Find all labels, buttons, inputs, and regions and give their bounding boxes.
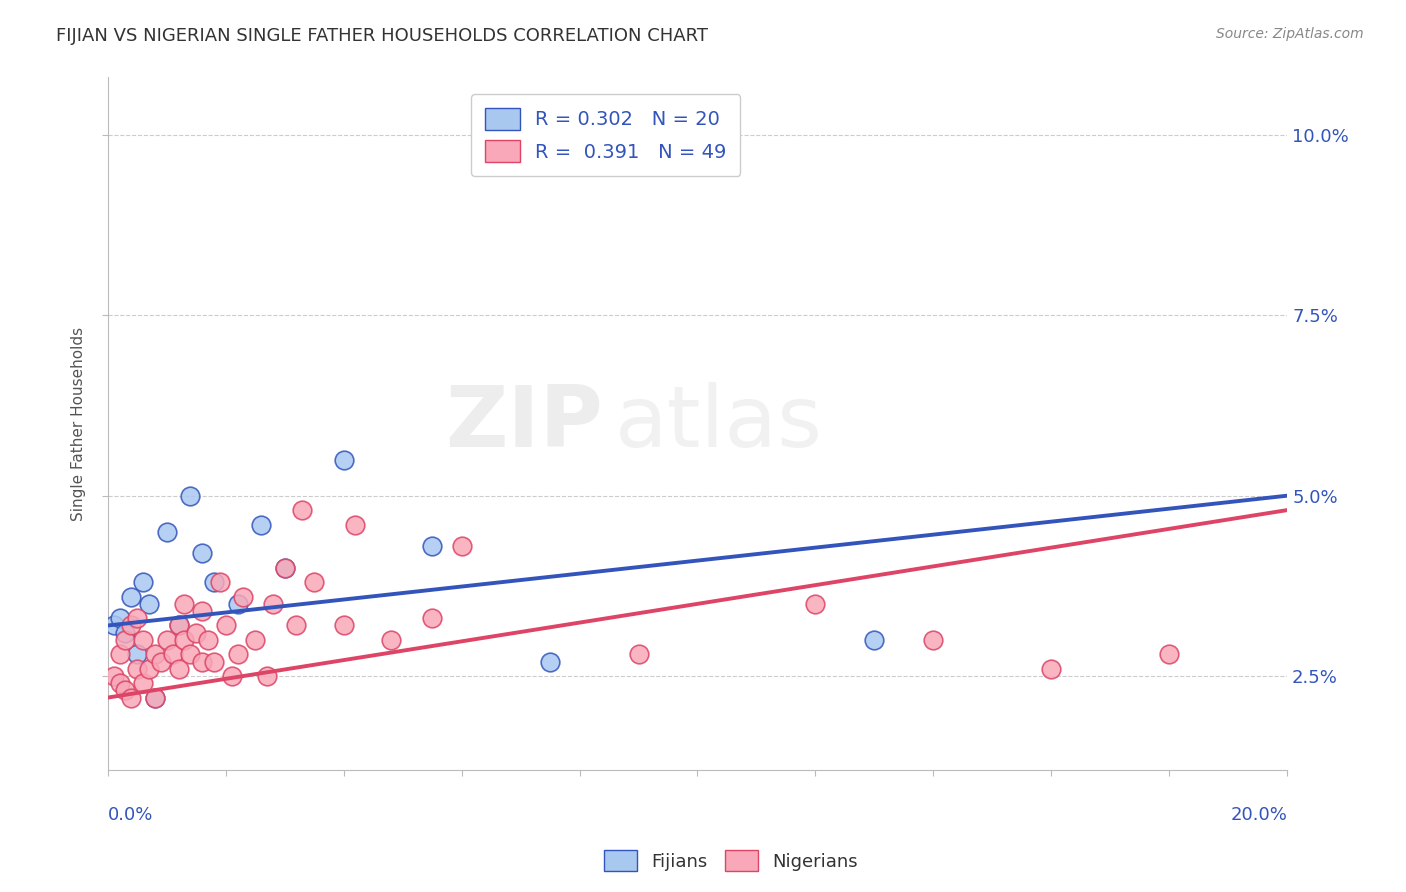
Point <box>1159 648 1181 662</box>
Point <box>226 648 249 662</box>
Point <box>191 655 214 669</box>
Point <box>120 618 142 632</box>
Point <box>138 597 160 611</box>
Point <box>202 655 225 669</box>
Point <box>332 618 354 632</box>
Point <box>156 524 179 539</box>
Point <box>191 604 214 618</box>
Point <box>420 539 443 553</box>
Point <box>114 625 136 640</box>
Point <box>1040 662 1063 676</box>
Point <box>250 517 273 532</box>
Point <box>273 561 295 575</box>
Point <box>215 618 238 632</box>
Text: FIJIAN VS NIGERIAN SINGLE FATHER HOUSEHOLDS CORRELATION CHART: FIJIAN VS NIGERIAN SINGLE FATHER HOUSEHO… <box>56 27 709 45</box>
Point <box>143 690 166 705</box>
Point <box>149 655 172 669</box>
Text: Source: ZipAtlas.com: Source: ZipAtlas.com <box>1216 27 1364 41</box>
Point <box>226 597 249 611</box>
Point <box>127 662 149 676</box>
Point <box>143 648 166 662</box>
Point <box>114 683 136 698</box>
Point <box>132 575 155 590</box>
Point <box>173 597 195 611</box>
Point <box>863 632 886 647</box>
Point <box>262 597 284 611</box>
Point <box>420 611 443 625</box>
Point <box>167 662 190 676</box>
Point <box>922 632 945 647</box>
Point <box>191 546 214 560</box>
Point <box>179 648 201 662</box>
Point <box>167 618 190 632</box>
Point <box>202 575 225 590</box>
Point <box>108 611 131 625</box>
Point <box>103 669 125 683</box>
Text: ZIP: ZIP <box>446 382 603 465</box>
Point <box>108 676 131 690</box>
Point <box>285 618 308 632</box>
Point <box>344 517 367 532</box>
Point <box>127 648 149 662</box>
Point <box>245 632 267 647</box>
Text: 20.0%: 20.0% <box>1230 805 1288 824</box>
Text: atlas: atlas <box>614 382 823 465</box>
Point <box>332 452 354 467</box>
Point <box>143 690 166 705</box>
Point <box>197 632 219 647</box>
Point <box>380 632 402 647</box>
Point <box>627 648 650 662</box>
Point <box>273 561 295 575</box>
Point <box>167 618 190 632</box>
Point <box>120 690 142 705</box>
Point <box>108 648 131 662</box>
Text: 0.0%: 0.0% <box>108 805 153 824</box>
Point <box>302 575 325 590</box>
Point <box>114 632 136 647</box>
Point <box>256 669 278 683</box>
Point <box>538 655 561 669</box>
Legend: R = 0.302   N = 20, R =  0.391   N = 49: R = 0.302 N = 20, R = 0.391 N = 49 <box>471 94 741 176</box>
Point <box>132 632 155 647</box>
Point <box>156 632 179 647</box>
Point <box>120 590 142 604</box>
Point <box>162 648 184 662</box>
Point <box>221 669 243 683</box>
Point <box>179 489 201 503</box>
Point <box>138 662 160 676</box>
Y-axis label: Single Father Households: Single Father Households <box>72 326 86 521</box>
Point <box>132 676 155 690</box>
Point <box>804 597 827 611</box>
Legend: Fijians, Nigerians: Fijians, Nigerians <box>598 843 865 879</box>
Point <box>103 618 125 632</box>
Point <box>173 632 195 647</box>
Point <box>232 590 254 604</box>
Point <box>127 611 149 625</box>
Point <box>291 503 314 517</box>
Point <box>208 575 231 590</box>
Point <box>450 539 472 553</box>
Point <box>186 625 208 640</box>
